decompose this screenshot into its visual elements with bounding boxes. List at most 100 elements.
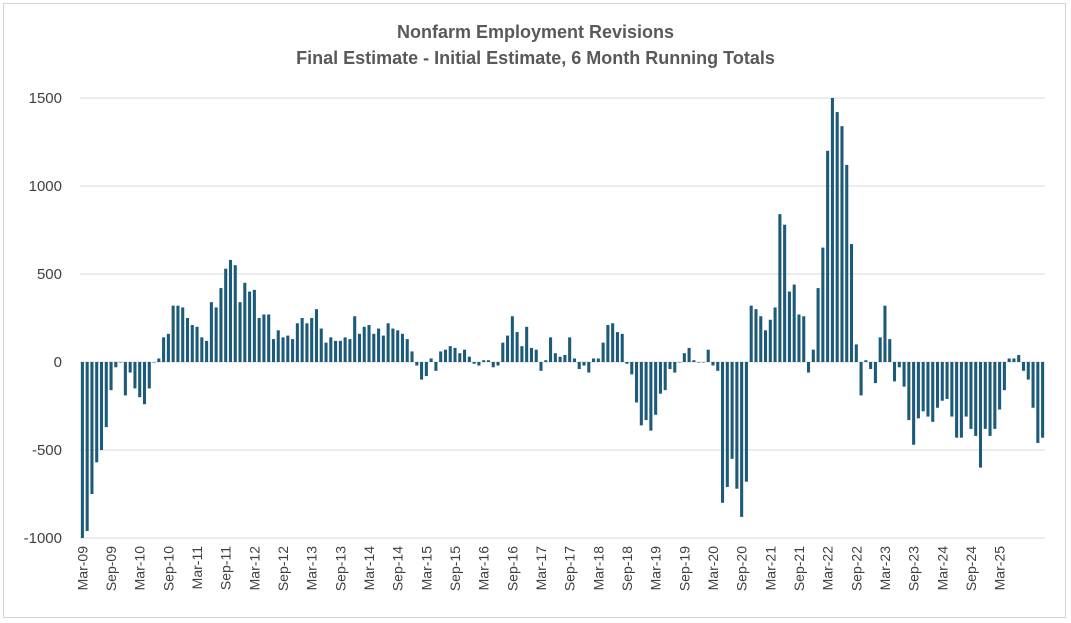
bar bbox=[415, 362, 419, 366]
y-tick-label: 1000 bbox=[29, 178, 62, 195]
bar bbox=[768, 319, 772, 362]
bar bbox=[152, 362, 156, 363]
bar bbox=[711, 362, 715, 366]
x-tick-label: Sep-22 bbox=[848, 546, 864, 591]
bar bbox=[725, 362, 729, 487]
bar bbox=[319, 328, 323, 362]
bar bbox=[740, 362, 744, 517]
bar bbox=[692, 360, 696, 362]
bar bbox=[271, 339, 276, 362]
bar bbox=[185, 318, 190, 362]
x-tick-label: Sep-16 bbox=[504, 546, 520, 591]
bar bbox=[357, 333, 361, 362]
bar bbox=[878, 337, 882, 362]
bar bbox=[338, 340, 342, 362]
y-tick-label: -1000 bbox=[24, 530, 62, 547]
bar bbox=[262, 314, 266, 362]
bar bbox=[587, 362, 591, 373]
bar bbox=[1002, 362, 1006, 391]
bar bbox=[983, 362, 987, 429]
bar bbox=[682, 353, 686, 362]
bar bbox=[353, 316, 357, 362]
x-tick-label: Sep-12 bbox=[275, 546, 291, 591]
bar bbox=[1036, 362, 1040, 443]
bar bbox=[1012, 358, 1016, 362]
x-tick-label: Sep-20 bbox=[734, 546, 750, 591]
bar bbox=[625, 362, 629, 364]
bar bbox=[544, 360, 548, 362]
bar bbox=[701, 362, 705, 363]
y-tick-label: -500 bbox=[32, 442, 62, 459]
bar bbox=[214, 307, 218, 362]
x-tick-label: Sep-10 bbox=[160, 546, 176, 591]
bar bbox=[248, 291, 252, 362]
bar bbox=[424, 362, 428, 377]
bar bbox=[955, 362, 959, 438]
bar bbox=[926, 362, 930, 417]
bar bbox=[706, 349, 710, 362]
bar bbox=[749, 305, 753, 362]
bar bbox=[644, 362, 648, 421]
x-axis: Mar-09 Sep-09 Mar-10 Sep-10 Mar-11 Sep-11 Mar-… bbox=[74, 546, 1007, 591]
bar bbox=[592, 358, 596, 362]
bar bbox=[830, 98, 834, 362]
bar bbox=[635, 362, 639, 403]
bar bbox=[391, 328, 395, 362]
bar bbox=[744, 362, 748, 482]
bar bbox=[1041, 362, 1045, 438]
bar bbox=[128, 362, 132, 373]
bar bbox=[892, 362, 897, 382]
bar bbox=[477, 362, 481, 366]
bar bbox=[931, 362, 935, 422]
bar bbox=[224, 268, 228, 362]
bar bbox=[372, 333, 376, 362]
bar bbox=[658, 362, 662, 394]
bar bbox=[916, 362, 920, 419]
bar bbox=[864, 360, 868, 362]
bar bbox=[754, 309, 758, 362]
bar bbox=[133, 362, 137, 389]
x-tick-label: Mar-19 bbox=[648, 546, 664, 591]
bar bbox=[596, 358, 600, 362]
x-tick-label: Mar-20 bbox=[705, 546, 721, 591]
bar bbox=[295, 323, 299, 362]
bar bbox=[99, 362, 104, 450]
bar bbox=[458, 353, 462, 362]
bar bbox=[529, 347, 533, 362]
bar bbox=[104, 362, 108, 428]
bar bbox=[162, 337, 166, 362]
bar bbox=[654, 362, 658, 415]
bar bbox=[888, 339, 892, 362]
x-tick-label: Mar-16 bbox=[476, 546, 492, 591]
bar bbox=[840, 126, 844, 362]
bar bbox=[238, 302, 242, 362]
bar bbox=[534, 349, 538, 362]
bar bbox=[611, 323, 615, 362]
bar bbox=[697, 362, 701, 363]
bar bbox=[343, 337, 347, 362]
chart-subtitle: Final Estimate - Initial Estimate, 6 Mon… bbox=[296, 48, 775, 68]
bar bbox=[166, 333, 170, 362]
bar bbox=[735, 362, 739, 489]
bar bbox=[716, 362, 720, 371]
x-tick-label: Mar-17 bbox=[533, 546, 549, 591]
bar bbox=[267, 314, 271, 362]
bar bbox=[845, 164, 849, 362]
y-tick-label: 0 bbox=[54, 354, 62, 371]
bar bbox=[969, 362, 973, 429]
bar bbox=[114, 362, 118, 368]
x-tick-label: Mar-09 bbox=[74, 546, 90, 591]
x-tick-label: Mar-15 bbox=[418, 546, 434, 591]
bar bbox=[764, 330, 768, 362]
x-tick-label: Mar-18 bbox=[590, 546, 606, 591]
bar bbox=[119, 362, 123, 363]
x-tick-label: Sep-19 bbox=[676, 546, 692, 591]
bar bbox=[577, 362, 581, 370]
x-tick-label: Mar-23 bbox=[877, 546, 893, 591]
bar bbox=[515, 332, 519, 362]
bar bbox=[181, 307, 185, 362]
bar bbox=[525, 326, 529, 362]
x-tick-label: Mar-22 bbox=[820, 546, 836, 591]
bar bbox=[730, 362, 734, 459]
